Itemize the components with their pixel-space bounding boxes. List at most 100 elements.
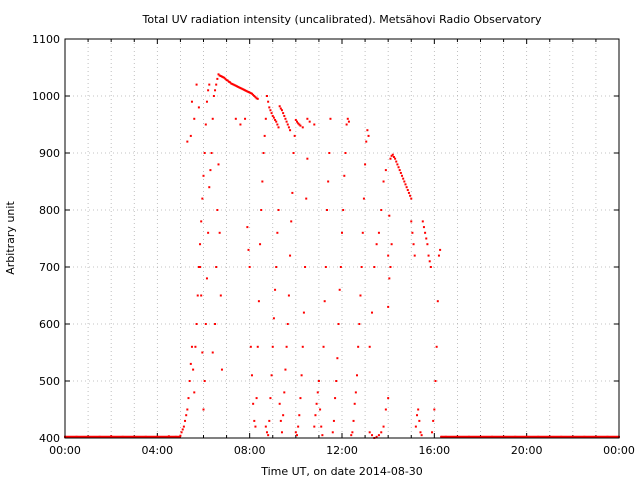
data-point — [292, 152, 295, 154]
data-point — [302, 311, 305, 314]
data-point — [321, 434, 324, 437]
data-point — [427, 254, 430, 257]
x-tick-label: 00:00 — [603, 444, 635, 457]
data-point — [398, 169, 401, 172]
x-tick-label: 12:00 — [326, 444, 358, 457]
data-point — [375, 243, 378, 246]
x-tick-label: 08:00 — [234, 444, 266, 457]
data-point — [182, 425, 185, 428]
data-point — [235, 85, 238, 88]
data-point — [306, 157, 309, 160]
data-point — [387, 397, 390, 400]
data-point — [410, 197, 413, 200]
data-point — [200, 220, 203, 223]
data-point — [260, 209, 263, 211]
x-axis-label: Time UT, on date 2014-08-30 — [260, 465, 423, 478]
data-point — [204, 323, 207, 325]
data-point — [354, 391, 357, 394]
data-point — [261, 180, 264, 183]
data-point — [179, 434, 182, 437]
data-point — [220, 75, 223, 78]
data-point — [211, 351, 214, 354]
data-point — [207, 231, 210, 234]
data-point — [350, 434, 353, 437]
data-point — [270, 374, 273, 377]
data-point — [336, 357, 339, 360]
data-point — [274, 288, 277, 291]
data-point — [208, 186, 211, 189]
data-point — [315, 402, 318, 405]
data-point — [247, 91, 250, 94]
data-point — [210, 152, 213, 154]
data-point — [215, 266, 218, 268]
data-point — [377, 434, 380, 437]
data-point — [185, 414, 188, 417]
data-point — [414, 425, 417, 428]
data-point — [192, 368, 195, 371]
data-point — [356, 374, 359, 377]
data-point — [190, 345, 193, 348]
data-point — [404, 183, 407, 186]
y-tick-label: 1000 — [32, 90, 60, 103]
data-point — [342, 209, 345, 211]
data-point — [209, 169, 212, 172]
y-tick-label: 400 — [39, 432, 60, 445]
data-point — [334, 397, 337, 400]
y-tick-label: 600 — [39, 318, 60, 331]
x-tick-label: 00:00 — [49, 444, 81, 457]
data-point — [269, 397, 272, 400]
data-point — [194, 345, 197, 348]
data-point — [256, 97, 259, 100]
data-point — [253, 95, 256, 97]
data-point — [403, 180, 406, 183]
data-point — [305, 197, 308, 200]
data-point — [387, 254, 390, 257]
data-point — [422, 226, 425, 229]
data-point — [254, 425, 257, 428]
data-point — [377, 231, 380, 234]
data-point — [264, 425, 267, 428]
data-point — [277, 126, 280, 129]
data-point — [371, 311, 374, 314]
data-point — [211, 117, 214, 120]
data-point — [196, 294, 199, 297]
data-point — [347, 120, 350, 123]
data-point — [291, 191, 294, 194]
data-point — [193, 391, 196, 394]
data-point — [279, 107, 282, 110]
data-point — [313, 425, 316, 428]
data-point — [366, 129, 369, 132]
data-point — [193, 117, 196, 120]
data-point — [390, 243, 393, 246]
data-point — [253, 419, 256, 422]
data-point — [320, 425, 323, 428]
data-point — [290, 220, 293, 223]
data-point — [295, 434, 298, 437]
data-point — [250, 374, 253, 377]
data-point — [436, 300, 439, 303]
data-point — [362, 197, 365, 200]
data-point — [341, 231, 343, 234]
data-point — [239, 87, 242, 90]
data-point — [202, 174, 205, 177]
data-point — [217, 73, 220, 76]
data-point — [325, 209, 328, 211]
data-point — [391, 153, 394, 156]
data-point — [434, 380, 437, 382]
data-point — [351, 431, 354, 434]
data-point — [214, 89, 217, 92]
data-point — [252, 93, 255, 96]
data-point — [200, 294, 203, 297]
data-point — [287, 126, 290, 129]
data-point — [222, 76, 225, 79]
data-point — [319, 408, 322, 411]
data-point — [418, 419, 421, 422]
data-point — [287, 294, 290, 297]
data-point — [284, 368, 287, 371]
data-point — [249, 92, 252, 95]
data-point — [392, 155, 395, 158]
data-point — [265, 431, 268, 434]
data-point — [201, 197, 204, 200]
data-point — [274, 118, 277, 121]
